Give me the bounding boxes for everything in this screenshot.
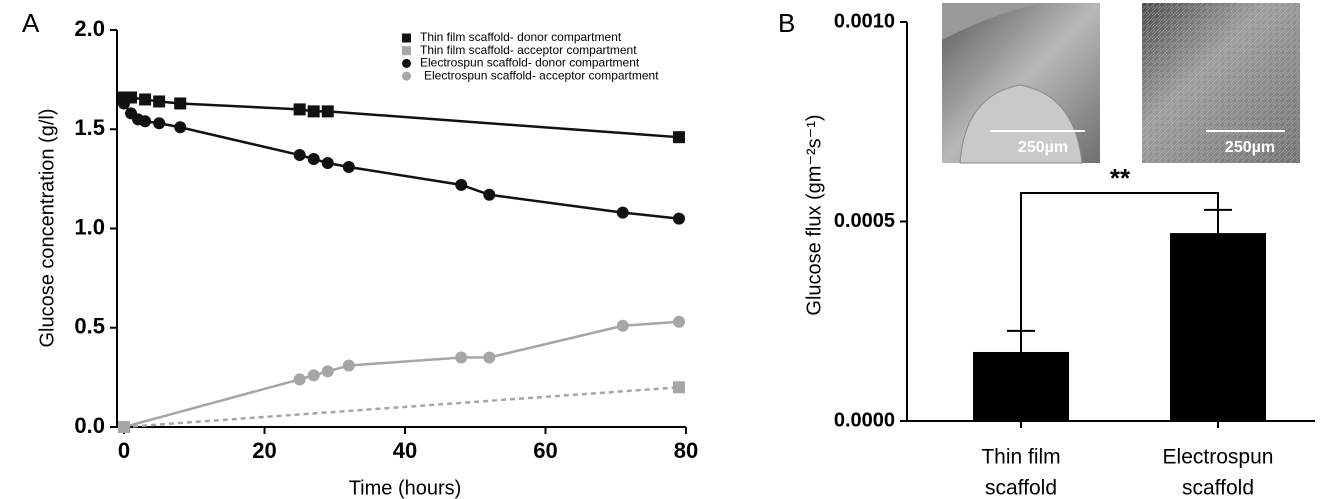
legend-label: Thin film scaffold- acceptor compartment xyxy=(420,43,637,57)
y-tick-label: 0.5 xyxy=(74,314,105,339)
y-tick-label: 1.0 xyxy=(74,214,105,239)
y-tick-label: 0.0 xyxy=(74,413,105,438)
y-tick-label: 0.0000 xyxy=(834,409,895,431)
marker xyxy=(139,93,152,106)
x-tick-label: Thin film xyxy=(981,446,1060,469)
legend-marker xyxy=(402,71,411,81)
marker xyxy=(125,91,138,104)
marker xyxy=(153,95,166,108)
marker xyxy=(342,160,355,173)
legend-label: Electrospun scaffold- acceptor compartme… xyxy=(424,68,659,82)
sem-image xyxy=(942,3,1100,164)
series-line xyxy=(123,102,680,220)
sem-image xyxy=(1142,3,1300,163)
legend-marker xyxy=(402,33,411,43)
x-tick-label: scaffold xyxy=(985,477,1057,499)
marker xyxy=(672,381,685,394)
series-line xyxy=(123,320,680,429)
marker xyxy=(342,359,355,372)
panel-label: B xyxy=(778,8,795,38)
marker xyxy=(307,369,320,382)
x-tick-label: 60 xyxy=(533,438,557,463)
y-tick-label: 0.0005 xyxy=(834,210,895,232)
marker xyxy=(174,97,187,110)
marker xyxy=(455,351,468,364)
marker xyxy=(321,156,334,169)
marker xyxy=(307,153,320,166)
marker xyxy=(672,212,685,225)
marker xyxy=(118,421,131,433)
legend-marker xyxy=(402,58,411,68)
x-axis-title: Time (hours) xyxy=(349,477,462,499)
bar xyxy=(973,351,1069,421)
panel-label: A xyxy=(22,8,40,38)
x-tick-label: 40 xyxy=(393,438,417,463)
bar xyxy=(1170,233,1266,421)
significance-bracket xyxy=(1020,192,1219,331)
marker xyxy=(672,315,685,328)
marker xyxy=(321,365,334,378)
marker xyxy=(672,131,685,144)
marker xyxy=(293,149,306,162)
x-tick-label: 0 xyxy=(118,438,130,463)
scale-bar-label: 250µm xyxy=(1018,139,1068,156)
legend-label: Electrospun scaffold- donor compartment xyxy=(420,56,640,70)
legend-marker xyxy=(402,46,411,56)
legend-label: Thin film scaffold- donor compartment xyxy=(420,30,622,44)
y-tick-label: 2.0 xyxy=(74,16,105,41)
x-tick-label: 80 xyxy=(674,438,698,463)
marker xyxy=(293,373,306,386)
marker xyxy=(139,115,152,128)
marker xyxy=(616,206,629,219)
marker xyxy=(455,178,468,191)
x-tick-label: Electrospun xyxy=(1163,446,1274,469)
x-tick-label: 20 xyxy=(252,438,276,463)
marker xyxy=(616,319,629,332)
y-axis-title: Glucose concentration (g/l) xyxy=(36,108,58,347)
marker xyxy=(483,188,496,201)
scale-bar-label: 250µm xyxy=(1225,139,1275,156)
series-line xyxy=(123,386,680,429)
y-tick-label: 1.5 xyxy=(74,115,105,140)
y-tick-label: 0.0010 xyxy=(834,10,895,32)
marker xyxy=(307,105,320,118)
marker xyxy=(118,97,131,110)
marker xyxy=(293,103,306,116)
series-line xyxy=(124,96,680,139)
x-tick-label: scaffold xyxy=(1182,477,1254,499)
y-axis-title: Glucose flux (gm⁻²s⁻¹) xyxy=(803,114,825,315)
marker xyxy=(153,117,166,130)
significance: ** xyxy=(1110,163,1131,193)
marker xyxy=(483,351,496,364)
marker xyxy=(321,105,334,118)
marker xyxy=(174,121,187,134)
